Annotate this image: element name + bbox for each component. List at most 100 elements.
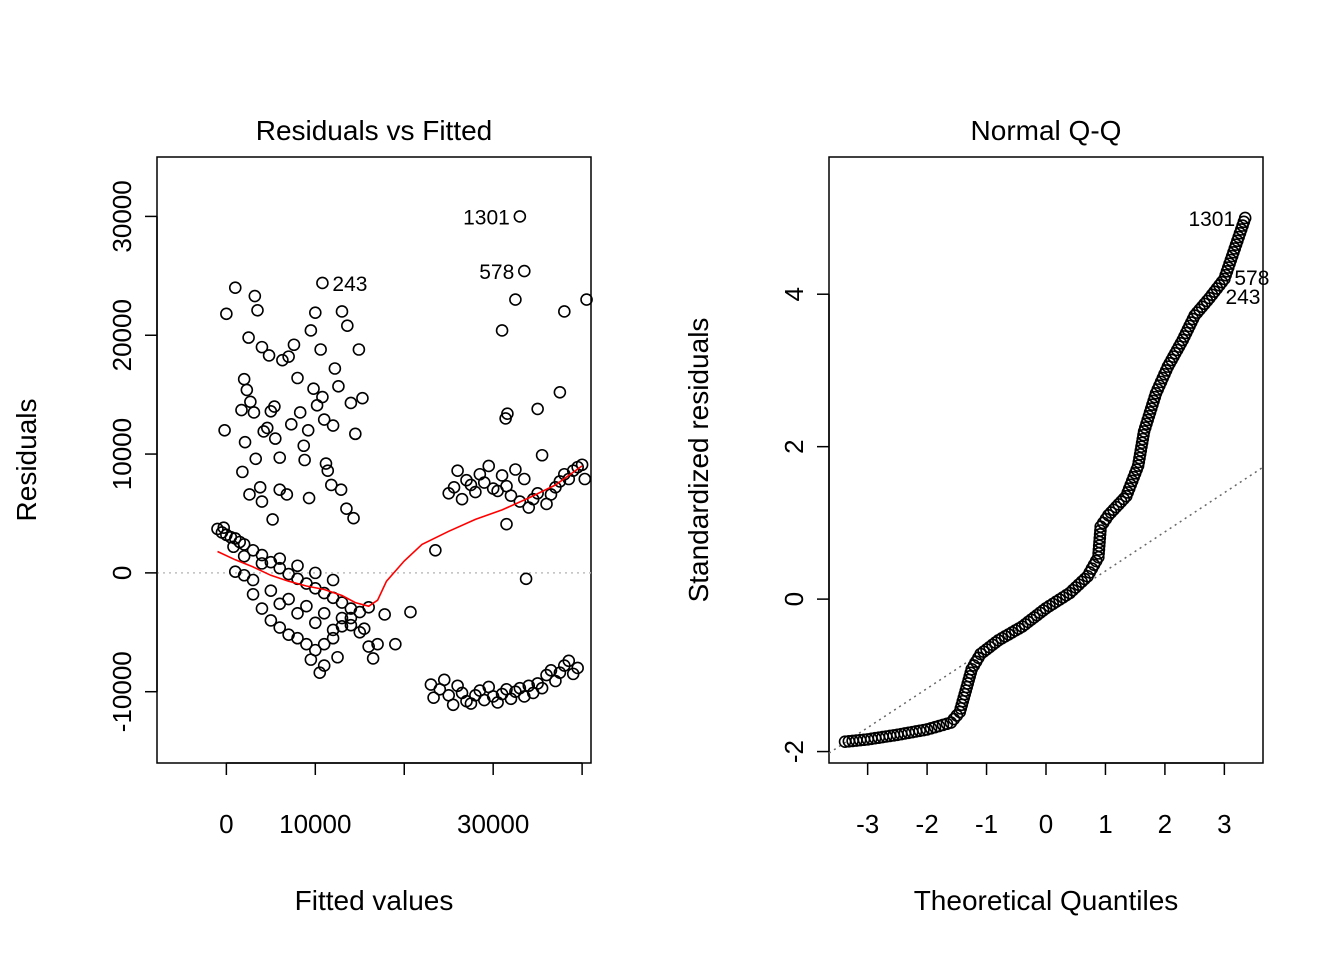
residual-point — [262, 349, 276, 362]
residual-point — [307, 382, 320, 396]
residual-point — [352, 343, 366, 356]
residual-point — [255, 557, 269, 570]
residual-point — [309, 306, 322, 319]
residual-point — [268, 400, 281, 413]
residual-point — [246, 573, 260, 587]
residual-point — [531, 486, 544, 500]
residual-point — [244, 395, 257, 409]
residual-point — [301, 423, 315, 437]
residual-point — [317, 606, 331, 620]
residual-point — [282, 350, 295, 363]
residual-point — [276, 353, 289, 367]
residual-point — [495, 324, 509, 337]
residual-point — [316, 390, 329, 404]
residual-point — [246, 587, 260, 601]
residuals-vs-fitted-panel: Residuals vs Fitted 1301 578 243 0 10000 300… — [11, 115, 593, 916]
residual-point — [340, 502, 353, 516]
residual-point — [236, 465, 249, 479]
residual-point — [302, 491, 316, 505]
residual-point — [562, 654, 576, 668]
residual-point — [334, 483, 348, 497]
residual-point — [389, 637, 402, 651]
residual-point — [362, 601, 375, 614]
panel1-title: Residuals vs Fitted — [256, 115, 493, 146]
residual-point — [309, 566, 322, 580]
residual-point — [501, 407, 514, 420]
outlier-label: 243 — [1225, 286, 1260, 309]
residual-point — [253, 481, 267, 494]
residual-point — [455, 492, 469, 506]
p2-x-tick-label: -1 — [975, 809, 998, 839]
residual-point — [291, 631, 304, 645]
residual-point — [344, 618, 358, 632]
residual-point — [356, 391, 369, 405]
qq-point — [1036, 604, 1050, 617]
residual-point — [273, 561, 287, 575]
residual-point — [249, 452, 263, 466]
residual-point — [266, 513, 279, 526]
residual-point — [500, 517, 513, 531]
residual-point — [378, 608, 391, 621]
residual-point — [235, 403, 248, 417]
qq-point — [1093, 528, 1107, 541]
residual-point — [535, 448, 549, 462]
residual-point — [326, 573, 340, 587]
residual-point — [297, 439, 311, 453]
p2-x-tick-label: 2 — [1158, 809, 1172, 839]
qq-point — [950, 709, 964, 722]
outlier-label: 578 — [479, 261, 514, 284]
outlier-label: 578 — [1234, 267, 1269, 290]
residual-point — [519, 572, 533, 586]
residual-point — [553, 385, 567, 399]
p1-y-tick-label: 20000 — [107, 299, 137, 371]
residual-point — [298, 453, 311, 467]
residual-point — [248, 289, 262, 303]
residual-point — [504, 489, 518, 502]
residual-point — [251, 303, 264, 317]
residual-point — [447, 481, 461, 494]
residual-point — [291, 559, 304, 573]
residual-point — [255, 340, 269, 354]
residual-point — [535, 681, 549, 695]
residual-point — [228, 565, 242, 578]
residual-point — [291, 371, 304, 385]
qq-point — [1215, 275, 1229, 289]
p1-x-tick-label: 10000 — [279, 809, 351, 839]
qq-point — [989, 636, 1002, 649]
residual-point — [255, 495, 269, 508]
p2-x-tick-label: -2 — [916, 809, 939, 839]
outlier-label: 243 — [332, 273, 367, 296]
residual-point — [437, 673, 451, 687]
residual-point — [304, 653, 318, 666]
residual-point — [317, 659, 331, 672]
residual-point — [513, 495, 527, 508]
panel2-title: Normal Q-Q — [971, 115, 1122, 146]
residual-point — [335, 611, 349, 625]
panel2-x-axis: -3 -2 -1 0 1 2 3 — [856, 762, 1232, 839]
residual-point — [335, 596, 349, 609]
residual-point — [227, 540, 240, 554]
residual-point — [220, 307, 233, 321]
residual-point — [571, 661, 584, 675]
p2-x-tick-label: 0 — [1039, 809, 1053, 839]
p1-y-tick-label: 0 — [107, 566, 137, 580]
p2-y-tick-label: -2 — [779, 740, 809, 763]
p1-y-tick-label: -10000 — [107, 651, 137, 732]
p2-y-tick-label: 2 — [779, 439, 809, 453]
qq-point — [1094, 524, 1107, 537]
residual-point — [273, 552, 287, 565]
residual-point — [326, 631, 340, 645]
residual-point — [300, 599, 313, 613]
residual-point — [477, 476, 491, 489]
residual-point — [341, 319, 354, 333]
panel1-x-label: Fitted values — [295, 885, 454, 916]
residual-point — [317, 413, 331, 426]
residual-point — [446, 698, 460, 712]
residual-point — [319, 457, 333, 470]
residual-point — [273, 621, 287, 634]
panel1-smooth-line — [217, 465, 583, 608]
residual-point — [344, 396, 358, 410]
